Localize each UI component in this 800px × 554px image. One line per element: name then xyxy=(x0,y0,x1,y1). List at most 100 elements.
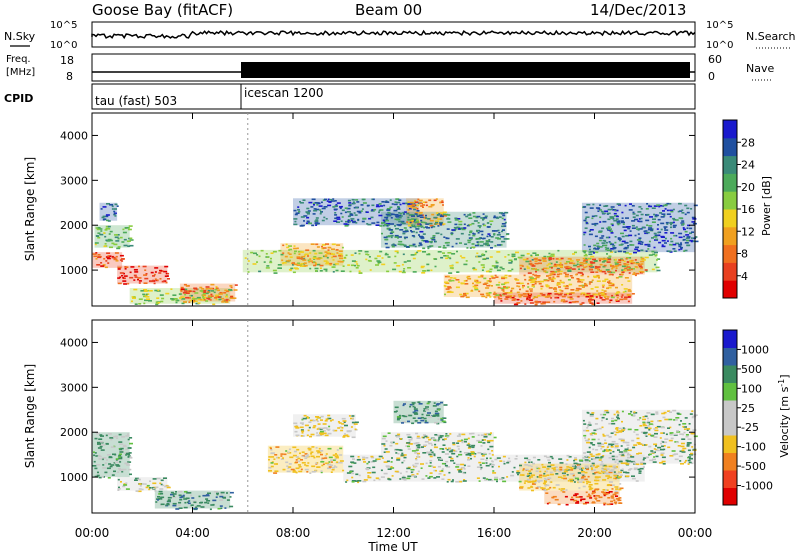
power-cell xyxy=(537,294,541,297)
velocity-cell xyxy=(655,445,657,447)
velocity-cell xyxy=(595,498,598,500)
velocity-cell xyxy=(351,472,355,475)
velocity-cell xyxy=(295,456,299,458)
power-cell xyxy=(616,296,619,299)
power-cell xyxy=(288,253,292,255)
power-cell xyxy=(502,214,506,217)
power-cell xyxy=(528,299,533,301)
velocity-cell xyxy=(127,438,130,441)
velocity-cell xyxy=(300,435,304,437)
velocity-cell xyxy=(622,441,627,444)
velocity-cell xyxy=(587,412,590,414)
power-cell xyxy=(184,288,188,291)
power-cell xyxy=(456,271,459,273)
velocity-cell xyxy=(605,450,609,452)
power-cell xyxy=(303,220,305,222)
velocity-cell xyxy=(477,452,482,454)
velocity-cell xyxy=(214,491,219,493)
velocity-cell xyxy=(116,437,119,439)
velocity-cell xyxy=(383,451,386,453)
power-cell xyxy=(491,285,493,287)
velocity-cell xyxy=(467,447,471,449)
power-cell xyxy=(223,292,227,294)
velocity-cell xyxy=(630,410,633,413)
velocity-colorbar-cell xyxy=(723,347,737,366)
cpid-panel: CPID tau (fast) 503 icescan 1200 xyxy=(4,83,696,110)
velocity-cell xyxy=(295,461,298,464)
power-cell xyxy=(581,284,586,287)
velocity-cell xyxy=(113,462,116,464)
power-cell xyxy=(489,256,493,258)
power-cell xyxy=(610,251,613,253)
power-cell xyxy=(313,204,315,206)
velocity-cell xyxy=(383,472,388,475)
power-cell xyxy=(495,284,500,286)
power-cell xyxy=(347,199,351,202)
power-cell xyxy=(449,267,454,269)
velocity-cell xyxy=(689,457,693,460)
velocity-cell xyxy=(412,464,415,467)
power-cell xyxy=(306,207,310,210)
power-cell xyxy=(164,265,169,268)
power-colorbar-label: 24 xyxy=(741,159,755,172)
power-cell xyxy=(648,205,653,208)
power-cell xyxy=(534,274,537,277)
power-cell xyxy=(183,290,187,292)
velocity-cell xyxy=(471,444,476,447)
velocity-cell xyxy=(550,464,555,466)
power-cell xyxy=(555,258,559,260)
velocity-cell xyxy=(296,448,300,451)
power-cell xyxy=(486,235,489,238)
power-cell xyxy=(97,236,101,239)
power-cell xyxy=(592,293,597,296)
power-cell xyxy=(443,255,447,257)
velocity-cell xyxy=(573,499,578,502)
power-cell xyxy=(313,208,317,210)
velocity-cell xyxy=(602,450,606,453)
velocity-cell xyxy=(622,471,627,474)
power-cell xyxy=(321,244,326,246)
power-cell xyxy=(519,267,522,270)
power-cell xyxy=(501,230,503,233)
power-cell xyxy=(637,211,642,213)
power-cell xyxy=(500,287,505,290)
velocity-cell xyxy=(219,505,223,507)
power-cell xyxy=(434,223,437,225)
power-cell xyxy=(97,232,101,234)
power-cell xyxy=(224,299,227,301)
power-cell xyxy=(339,257,343,260)
power-cell xyxy=(605,269,610,271)
velocity-cell xyxy=(327,432,332,435)
power-cell xyxy=(566,261,570,263)
power-cell xyxy=(223,300,227,302)
velocity-cell xyxy=(618,451,623,453)
power-cell xyxy=(391,203,394,205)
power-cell xyxy=(376,204,380,206)
power-cell xyxy=(489,235,491,237)
velocity-cell xyxy=(447,478,451,481)
velocity-cell xyxy=(637,468,641,471)
power-cell xyxy=(297,250,302,253)
power-cell xyxy=(538,282,542,285)
nave-block xyxy=(241,62,690,78)
power-cell xyxy=(501,223,506,225)
velocity-cell xyxy=(178,490,183,493)
velocity-cell xyxy=(543,472,546,475)
velocity-cell xyxy=(625,459,629,462)
velocity-cell xyxy=(447,447,451,450)
power-cell xyxy=(589,261,593,263)
power-cell xyxy=(230,297,235,299)
velocity-cell xyxy=(316,450,320,452)
power-cell xyxy=(509,295,512,298)
power-cell xyxy=(479,230,484,233)
velocity-cell xyxy=(269,446,272,449)
power-cell xyxy=(476,215,481,218)
power-cell xyxy=(222,300,225,302)
velocity-cell xyxy=(433,454,436,457)
power-cell xyxy=(347,219,350,221)
power-cell xyxy=(316,204,319,206)
power-cell xyxy=(474,288,479,291)
power-cell xyxy=(601,227,605,230)
power-cell xyxy=(289,256,293,258)
velocity-cell xyxy=(363,461,366,463)
